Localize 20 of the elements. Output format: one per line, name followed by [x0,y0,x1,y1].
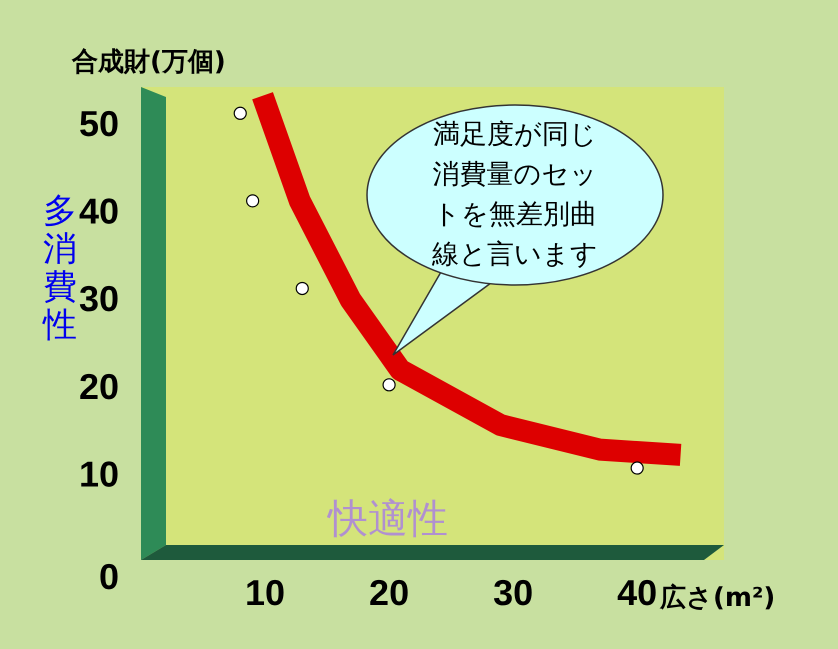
x-tick-label: 20 [369,572,410,613]
x-tick-label: 40 [617,572,658,613]
y-tick-label: 50 [78,103,119,144]
point [296,282,309,296]
y-tick-label: 0 [98,556,119,597]
y-axis-title: 合成財(万個) [71,47,226,77]
x-axis-title: 広さ(m²) [659,583,776,613]
y-tick-label: 10 [78,453,119,494]
x-tick-label: 10 [245,572,286,613]
point [382,378,396,392]
point [234,106,247,120]
y-tick-label: 30 [78,278,119,320]
annotation: 快適性 [326,496,448,542]
y-tick-label: 20 [78,366,119,407]
x-tick-label: 30 [493,572,534,613]
annotation: 満足度が同じ消費量のセットを無差別曲線と言います [431,119,598,270]
point [246,194,260,208]
text: 多消費性 [42,191,77,345]
y-tick-label: 40 [78,190,119,232]
point [630,461,644,475]
